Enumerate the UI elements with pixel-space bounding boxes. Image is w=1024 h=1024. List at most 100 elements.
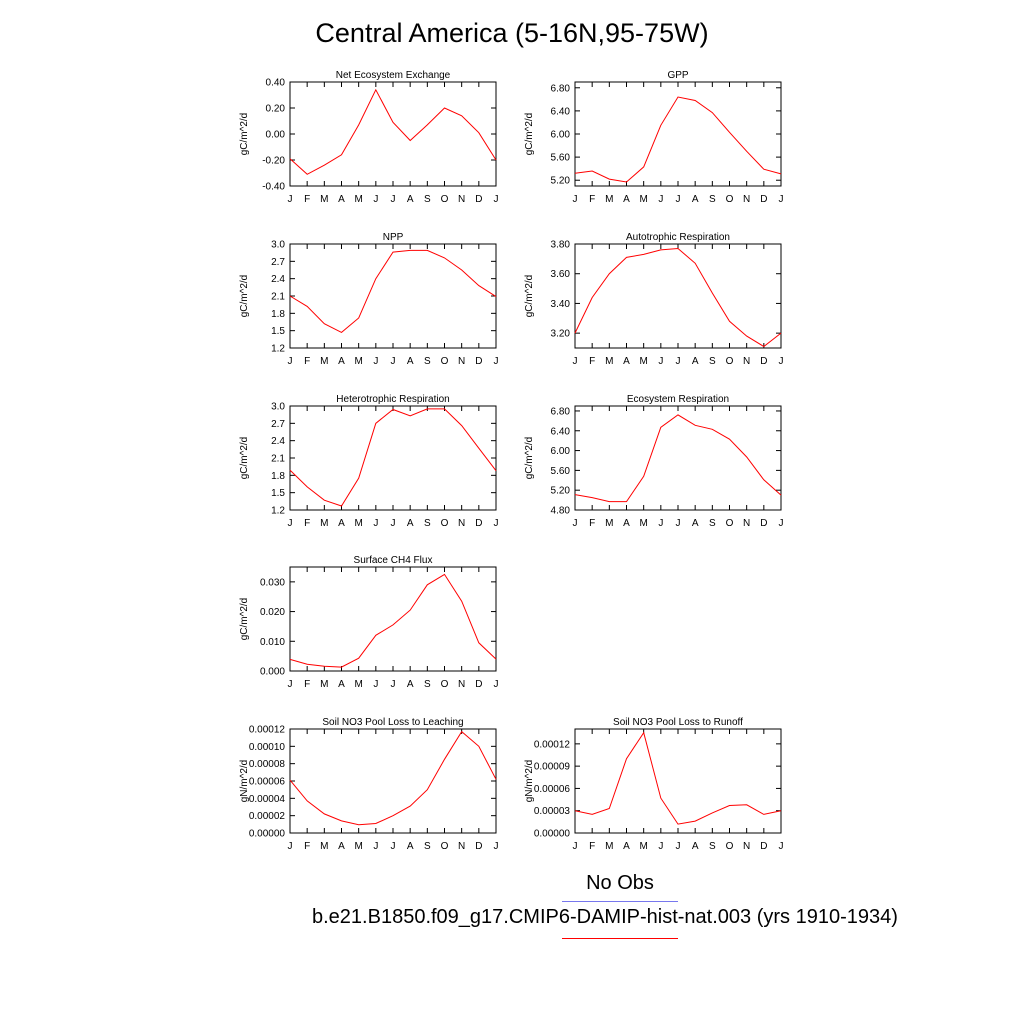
y-axis-label: gC/m^2/d (524, 437, 535, 480)
x-tick-label: J (573, 841, 578, 852)
y-axis-label: gC/m^2/d (524, 113, 535, 156)
x-tick-label: M (639, 194, 647, 205)
x-tick-label: S (424, 356, 431, 367)
x-tick-label: O (441, 356, 449, 367)
x-tick-label: J (391, 841, 396, 852)
y-tick-label: 2.7 (271, 419, 285, 430)
x-tick-label: M (320, 356, 328, 367)
x-tick-label: J (288, 356, 293, 367)
y-axis-label: gN/m^2/d (524, 760, 535, 803)
panel-title: Soil NO3 Pool Loss to Leaching (322, 717, 463, 728)
x-tick-label: F (589, 194, 595, 205)
x-tick-label: A (692, 841, 699, 852)
x-tick-label: O (726, 841, 734, 852)
plot-frame (289, 81, 497, 187)
x-tick-label: D (475, 356, 482, 367)
plot-frame (574, 728, 782, 834)
x-tick-label: M (639, 518, 647, 529)
x-tick-label: D (760, 518, 767, 529)
x-tick-label: F (589, 518, 595, 529)
y-tick-label: 2.7 (271, 257, 285, 268)
x-tick-label: D (760, 841, 767, 852)
x-tick-label: D (475, 518, 482, 529)
y-tick-label: 6.80 (551, 406, 571, 417)
x-tick-label: J (373, 356, 378, 367)
series-line (289, 573, 497, 668)
x-tick-label: S (424, 841, 431, 852)
y-tick-label: 0.00000 (534, 829, 571, 840)
y-tick-label: 0.00012 (249, 725, 286, 736)
x-tick-label: J (494, 356, 499, 367)
x-tick-label: O (726, 518, 734, 529)
y-axis-label: gC/m^2/d (524, 275, 535, 318)
x-tick-label: N (743, 194, 750, 205)
series-line (289, 249, 497, 333)
x-tick-label: F (304, 518, 310, 529)
x-tick-label: J (494, 841, 499, 852)
x-tick-label: N (743, 518, 750, 529)
x-tick-label: N (743, 356, 750, 367)
x-tick-label: D (760, 356, 767, 367)
y-tick-label: 3.0 (271, 402, 285, 413)
x-tick-label: J (676, 841, 681, 852)
x-tick-label: M (605, 518, 613, 529)
y-tick-label: 6.00 (551, 446, 571, 457)
y-tick-label: 6.40 (551, 106, 571, 117)
legend-obs-line (562, 901, 678, 902)
y-tick-label: 6.40 (551, 426, 571, 437)
x-tick-label: O (441, 841, 449, 852)
y-tick-label: -0.40 (262, 182, 285, 193)
x-tick-label: F (304, 356, 310, 367)
x-tick-label: M (354, 679, 362, 690)
panel-title: Net Ecosystem Exchange (336, 70, 451, 81)
x-tick-label: S (424, 518, 431, 529)
plot-frame (574, 405, 782, 511)
x-tick-label: S (709, 841, 716, 852)
x-tick-label: A (623, 841, 630, 852)
y-tick-label: 0.00000 (249, 829, 286, 840)
y-axis-label: gC/m^2/d (239, 113, 250, 156)
y-tick-label: 2.4 (271, 274, 285, 285)
x-tick-label: A (407, 841, 414, 852)
x-tick-label: O (441, 518, 449, 529)
y-tick-label: 0.40 (266, 78, 286, 89)
x-tick-label: M (320, 518, 328, 529)
x-tick-label: A (692, 356, 699, 367)
x-tick-label: N (743, 841, 750, 852)
plot-frame (289, 728, 497, 834)
y-tick-label: 3.20 (551, 329, 571, 340)
x-tick-label: M (354, 518, 362, 529)
x-tick-label: A (338, 356, 345, 367)
x-tick-label: S (424, 194, 431, 205)
panel-title: GPP (667, 70, 688, 81)
x-tick-label: S (709, 356, 716, 367)
x-tick-label: J (494, 518, 499, 529)
x-tick-label: A (623, 194, 630, 205)
y-tick-label: 6.00 (551, 130, 571, 141)
panel-title: NPP (383, 232, 404, 243)
y-tick-label: 0.20 (266, 104, 286, 115)
x-tick-label: D (475, 679, 482, 690)
y-tick-label: 5.20 (551, 486, 571, 497)
y-tick-label: 0.00004 (249, 794, 286, 805)
x-tick-label: J (391, 356, 396, 367)
x-tick-label: M (354, 356, 362, 367)
x-tick-label: A (407, 356, 414, 367)
plot-frame (289, 243, 497, 349)
x-tick-label: J (288, 679, 293, 690)
y-tick-label: 3.40 (551, 299, 571, 310)
x-tick-label: D (475, 841, 482, 852)
y-tick-label: 2.4 (271, 436, 285, 447)
x-tick-label: J (288, 518, 293, 529)
series-line (289, 408, 497, 507)
y-tick-label: 4.80 (551, 506, 571, 517)
y-tick-label: 0.00 (266, 130, 286, 141)
y-tick-label: 1.2 (271, 506, 285, 517)
y-tick-label: 3.60 (551, 269, 571, 280)
y-tick-label: 1.5 (271, 326, 285, 337)
y-tick-label: 5.60 (551, 466, 571, 477)
